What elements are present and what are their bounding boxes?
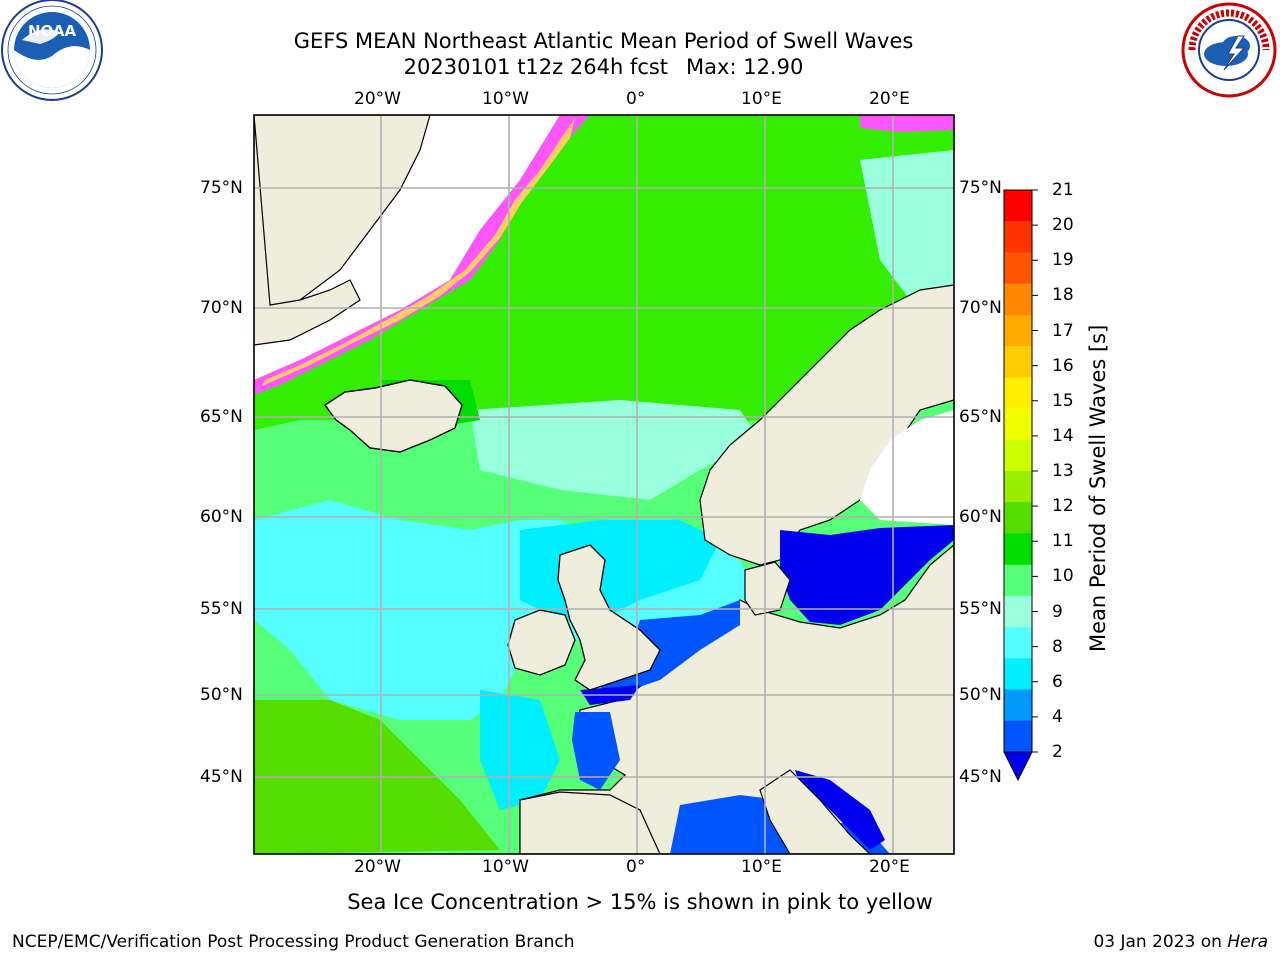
colorbar-segment — [1004, 658, 1032, 691]
lon-tick-bottom: 20°E — [869, 857, 910, 877]
colorbar-segment — [1004, 377, 1032, 410]
colorbar-tick-label: 14 — [1052, 425, 1074, 446]
colorbar-tick-label: 9 — [1052, 601, 1063, 622]
footer-date: 03 Jan 2023 on Hera — [1093, 932, 1268, 952]
colorbar-tick-label: 17 — [1052, 320, 1074, 341]
noaa-logo-text: NOAA — [28, 22, 77, 40]
forecast-run: 20230101 t12z 264h fcst — [403, 55, 669, 79]
lat-tick-right: 75°N — [959, 178, 1002, 198]
lon-tick-top: 10°E — [741, 89, 782, 109]
colorbar-tick-label: 6 — [1052, 671, 1063, 692]
colorbar-tick-label: 19 — [1052, 250, 1074, 271]
lon-tick-bottom: 20°W — [354, 857, 401, 877]
lon-tick-top: 20°W — [354, 89, 401, 109]
colorbar-tick-label: 20 — [1052, 215, 1074, 236]
lat-tick-right: 45°N — [959, 767, 1002, 787]
map-title: GEFS MEAN Northeast Atlantic Mean Period… — [293, 29, 914, 53]
lat-tick-left: 45°N — [200, 767, 243, 787]
lat-tick-left: 70°N — [200, 298, 243, 318]
colorbar-segment — [1004, 221, 1032, 253]
colorbar-under-arrow — [1003, 751, 1033, 782]
map-frame — [253, 114, 955, 855]
lon-tick-bottom: 10°E — [741, 857, 782, 877]
colorbar-segment — [1004, 471, 1032, 503]
lat-tick-left: 60°N — [200, 507, 243, 527]
colorbar-tick-label: 10 — [1052, 566, 1074, 587]
map-area — [254, 115, 954, 854]
colorbar-tick-label: 18 — [1052, 285, 1074, 306]
colorbar-segment — [1004, 252, 1032, 285]
lat-tick-right: 50°N — [959, 685, 1002, 705]
lat-tick-left: 50°N — [200, 685, 243, 705]
colorbar-tick-label: 2 — [1052, 742, 1063, 762]
colorbar-segment — [1004, 720, 1032, 753]
colorbar-segment — [1004, 564, 1032, 597]
lat-tick-left: 75°N — [200, 178, 243, 198]
colorbar-title: Mean Period of Swell Waves [s] — [1086, 324, 1110, 652]
colorbar-segment — [1004, 627, 1032, 659]
colorbar-tick-label: 16 — [1052, 355, 1074, 376]
colorbar-tick-label: 21 — [1052, 180, 1074, 200]
colorbar-segment — [1004, 346, 1032, 378]
colorbar-segment — [1004, 439, 1032, 472]
lon-tick-bottom: 10°W — [482, 857, 529, 877]
colorbar-segment — [1004, 314, 1032, 347]
lat-tick-right: 60°N — [959, 507, 1002, 527]
nws-logo-icon — [1181, 2, 1277, 98]
colorbar-tick-label: 4 — [1052, 706, 1063, 727]
map-gridlines — [254, 115, 954, 854]
colorbar-segment — [1004, 190, 1032, 222]
colorbar-tick-label: 13 — [1052, 461, 1074, 481]
lon-tick-top: 10°W — [482, 89, 529, 109]
lon-tick-top: 20°E — [869, 89, 910, 109]
colorbar-segment — [1004, 595, 1032, 628]
colorbar-tick-label: 12 — [1052, 496, 1074, 517]
colorbar-tick-label: 15 — [1052, 390, 1074, 411]
colorbar-tick-label: 8 — [1052, 636, 1063, 657]
sea-ice-note: Sea Ice Concentration > 15% is shown in … — [347, 890, 933, 914]
footer-host: Hera — [1227, 932, 1268, 952]
lat-tick-left: 65°N — [200, 407, 243, 427]
colorbar-segment — [1004, 502, 1032, 534]
lat-tick-right: 65°N — [959, 407, 1002, 427]
colorbar-segment — [1004, 408, 1032, 441]
noaa-logo-icon: NOAA — [1, 0, 103, 101]
colorbar-segment — [1004, 689, 1032, 722]
lon-tick-top: 0° — [626, 89, 646, 109]
lat-tick-left: 55°N — [200, 599, 243, 619]
colorbar-segment — [1004, 533, 1032, 566]
max-value: Max: 12.90 — [686, 55, 804, 79]
colorbar — [1003, 189, 1038, 782]
footer-date-text: 03 Jan 2023 on — [1093, 932, 1222, 952]
lat-tick-right: 70°N — [959, 298, 1002, 318]
colorbar-tick-label: 11 — [1052, 531, 1074, 552]
lon-tick-bottom: 0° — [626, 857, 646, 877]
footer-credit: NCEP/EMC/Verification Post Processing Pr… — [12, 932, 575, 952]
map-subtitle: 20230101 t12z 264h fcst Max: 12.90 — [0, 54, 1207, 80]
colorbar-segment — [1004, 283, 1032, 316]
lat-tick-right: 55°N — [959, 599, 1002, 619]
